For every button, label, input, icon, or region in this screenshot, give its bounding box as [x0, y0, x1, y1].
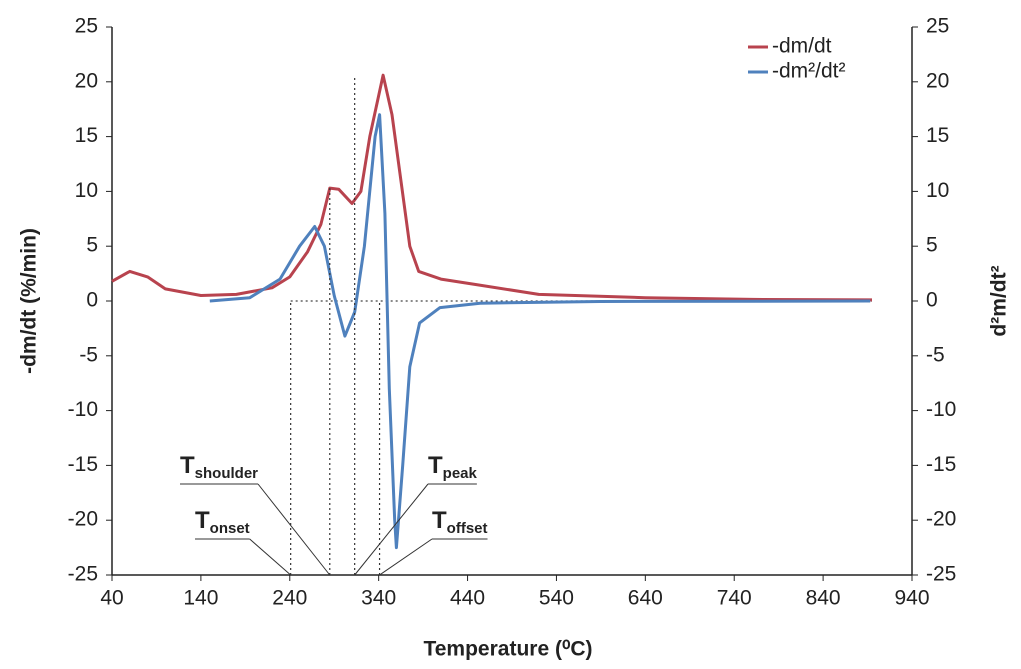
annotation-leader: [257, 483, 331, 576]
y-tick-label: 20: [75, 69, 98, 92]
x-axis-title: Temperature (⁰C): [423, 638, 592, 661]
y-tick-label: 10: [75, 179, 98, 202]
x-tick-label: 440: [450, 587, 485, 610]
y2-tick-label: -25: [926, 563, 956, 586]
y2-tick-label: 20: [926, 69, 949, 92]
annotation-label: Tonset: [195, 507, 250, 537]
y-tick-label: -5: [79, 343, 98, 366]
annotation-leader: [354, 483, 429, 576]
x-tick-label: 840: [806, 587, 841, 610]
y2-tick-label: -20: [926, 508, 956, 531]
y2-tick-label: -5: [926, 343, 945, 366]
y-tick-label: 5: [86, 234, 98, 257]
y2-tick-label: 5: [926, 234, 938, 257]
y-tick-label: -15: [68, 453, 98, 476]
y-tick-label: 0: [86, 289, 98, 312]
x-tick-label: 740: [717, 587, 752, 610]
annotation-subscript: onset: [210, 520, 250, 537]
data-line: [209, 113, 871, 550]
y2-tick-label: 15: [926, 124, 949, 147]
x-tick-label: 40: [100, 587, 123, 610]
y-tick-label: 25: [75, 15, 98, 38]
x-tick-label: 140: [183, 587, 218, 610]
y-tick-label: -10: [68, 398, 98, 421]
y2-tick-label: -15: [926, 453, 956, 476]
annotation-main: T: [432, 507, 447, 534]
annotation-leader: [379, 538, 433, 576]
y-tick-label: -25: [68, 563, 98, 586]
annotation-main: T: [428, 452, 443, 479]
annotation-leader: [249, 538, 291, 576]
y2-axis-title: d²m/dt²: [988, 265, 1011, 336]
legend-label: -dm/dt: [772, 35, 832, 58]
y2-tick-label: 25: [926, 15, 949, 38]
y-tick-label: -20: [68, 508, 98, 531]
annotation-subscript: offset: [447, 520, 488, 537]
x-tick-label: 240: [272, 587, 307, 610]
annotation-main: T: [195, 507, 210, 534]
annotation-main: T: [180, 452, 195, 479]
data-line: [111, 73, 873, 302]
annotation-subscript: peak: [443, 465, 478, 482]
annotation-label: Tpeak: [428, 452, 478, 482]
annotation-label: Tshoulder: [180, 452, 258, 482]
annotation-subscript: shoulder: [195, 465, 259, 482]
y2-tick-label: 0: [926, 289, 938, 312]
x-tick-label: 540: [539, 587, 574, 610]
x-tick-label: 640: [628, 587, 663, 610]
y-tick-label: 15: [75, 124, 98, 147]
legend-label: -dm²/dt²: [772, 60, 846, 83]
x-tick-label: 940: [894, 587, 929, 610]
annotation-label: Toffset: [432, 507, 488, 537]
y2-tick-label: 10: [926, 179, 949, 202]
x-tick-label: 340: [361, 587, 396, 610]
y-axis-title: -dm/dt (%/min): [18, 228, 41, 374]
y2-tick-label: -10: [926, 398, 956, 421]
